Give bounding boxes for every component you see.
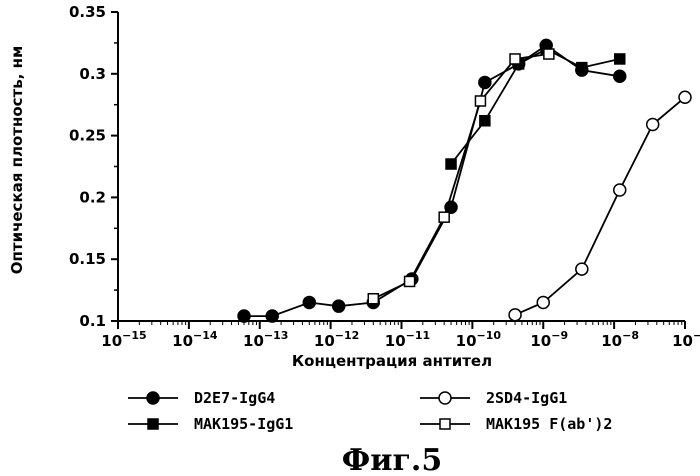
legend-marker (148, 419, 158, 429)
y-tick-label: 0.15 (69, 250, 106, 268)
legend-item: MAK195 F(ab')2 (420, 415, 612, 433)
legend-item: MAK195-IgG1 (128, 415, 293, 433)
data-point (509, 309, 521, 321)
x-tick-label: 10−10 (456, 329, 502, 350)
legend-marker (439, 392, 451, 404)
data-point (679, 91, 691, 103)
y-tick-label: 0.1 (79, 312, 106, 330)
legend-label: 2SD4-IgG1 (486, 389, 567, 407)
x-tick-label: 10−12 (314, 329, 359, 350)
legend-marker (147, 392, 159, 404)
series-layer (238, 39, 691, 322)
x-tick-label: 10−11 (385, 329, 430, 350)
data-point (266, 310, 278, 322)
series-2 (509, 91, 691, 321)
data-point (475, 96, 485, 106)
data-point (405, 276, 415, 286)
x-tick-label: 10−7 (672, 329, 700, 350)
x-axis-ticks: 10−15 10−14 10−13 10−12 10−11 10−10 10−9 10−8 10… (101, 321, 700, 350)
series-0 (238, 39, 626, 322)
data-point (577, 63, 587, 73)
series-1 (446, 44, 625, 169)
data-point (576, 263, 588, 275)
series-line (244, 45, 620, 316)
data-point (303, 296, 315, 308)
y-tick-label: 0.3 (79, 65, 106, 83)
x-tick-label: 10−8 (601, 329, 639, 350)
y-tick-label: 0.35 (69, 3, 106, 21)
x-tick-label: 10−13 (243, 329, 288, 350)
data-point (479, 76, 491, 88)
y-axis-title: Оптическая плотность, нм (8, 46, 26, 274)
data-point (333, 300, 345, 312)
data-point (238, 310, 250, 322)
legend-label: D2E7-IgG4 (194, 389, 275, 407)
y-axis-ticks: 0.1 0.15 0.2 0.25 0.3 0.35 (69, 3, 118, 330)
axes (118, 12, 685, 321)
x-tick-label: 10−14 (172, 329, 218, 350)
figure-caption: Фиг.5 (342, 443, 442, 476)
legend-marker (440, 419, 450, 429)
x-axis-title: Концентрация антител (292, 352, 492, 370)
legend-item: 2SD4-IgG1 (420, 389, 567, 407)
series-line (515, 97, 685, 314)
data-point (537, 296, 549, 308)
legend-item: D2E7-IgG4 (128, 389, 275, 407)
legend: D2E7-IgG4 MAK195-IgG1 2SD4-IgG1 MAK195 F(ab… (128, 389, 612, 433)
data-point (615, 54, 625, 64)
series-3 (368, 49, 554, 304)
data-point (368, 294, 378, 304)
x-tick-label: 10−9 (530, 329, 568, 350)
data-point (647, 118, 659, 130)
data-point (439, 212, 449, 222)
y-tick-label: 0.2 (79, 188, 106, 206)
x-tick-label: 10−15 (101, 329, 146, 350)
data-point (614, 70, 626, 82)
data-point (480, 116, 490, 126)
data-point (510, 54, 520, 64)
series-line (373, 54, 549, 299)
legend-label: MAK195-IgG1 (194, 415, 293, 433)
data-point (446, 159, 456, 169)
legend-label: MAK195 F(ab')2 (486, 415, 612, 433)
y-tick-label: 0.25 (69, 127, 106, 145)
data-point (614, 184, 626, 196)
data-point (544, 49, 554, 59)
